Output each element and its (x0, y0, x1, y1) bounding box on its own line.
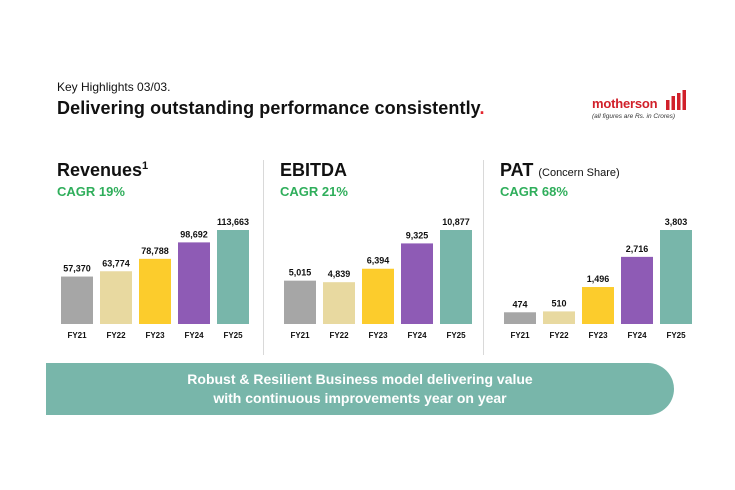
bar-fy24 (621, 256, 653, 324)
banner-line-1: Robust & Resilient Business model delive… (187, 371, 533, 387)
pat-cagr: CAGR 68% (500, 184, 568, 199)
panel-divider (263, 160, 264, 355)
x-tick-fy25: FY25 (666, 331, 686, 340)
pat-title-text: PAT (500, 160, 534, 180)
bar-fy25 (217, 230, 249, 324)
x-tick-fy22: FY22 (549, 331, 569, 340)
bar-fy25 (660, 230, 692, 324)
pat-panel: PAT (Concern Share) CAGR 68% 474 FY21 510 F… (500, 160, 710, 360)
x-tick-fy24: FY24 (627, 331, 647, 340)
revenues-title: Revenues1 (57, 160, 148, 181)
bar-fy24 (401, 243, 433, 324)
x-tick-fy23: FY23 (145, 331, 165, 340)
x-tick-fy24: FY24 (407, 331, 427, 340)
data-label-fy23: 1,496 (587, 274, 610, 284)
revenues-footnote-mark: 1 (142, 160, 149, 172)
data-label-fy25: 10,877 (442, 217, 470, 227)
pat-subtitle: (Concern Share) (538, 167, 620, 179)
data-label-fy22: 510 (551, 298, 566, 308)
bar-fy25 (440, 230, 472, 324)
data-label-fy22: 63,774 (102, 258, 130, 268)
ebitda-bar-chart: 5,015 FY21 4,839 FY22 6,394 FY23 9,325 FY24 10,8… (284, 217, 472, 340)
summary-banner: Robust & Resilient Business model delive… (46, 363, 674, 415)
pat-bar-chart: 474 FY21 510 FY22 1,496 FY23 2,716 FY24 3,803 FY2… (504, 217, 692, 340)
data-label-fy21: 5,015 (289, 268, 312, 278)
data-label-fy24: 9,325 (406, 230, 429, 240)
pat-title: PAT (Concern Share) (500, 160, 620, 181)
data-label-fy21: 57,370 (63, 264, 91, 274)
kicker-dot: . (167, 80, 171, 94)
x-tick-fy23: FY23 (588, 331, 608, 340)
ebitda-panel: EBITDA CAGR 21% 5,015 FY21 4,839 FY22 6,394 F… (280, 160, 490, 360)
bar-fy24 (178, 242, 210, 324)
data-label-fy23: 6,394 (367, 256, 390, 266)
bar-fy21 (504, 312, 536, 324)
slide-kicker: Key Highlights 03/03. (57, 80, 170, 94)
data-label-fy25: 3,803 (665, 217, 688, 227)
banner-line-2: with continuous improvements year on yea… (213, 390, 507, 406)
logo-bars-icon (666, 90, 686, 110)
ebitda-title: EBITDA (280, 160, 347, 180)
currency-note: (all figures are Rs. in Crores) (592, 113, 676, 120)
x-tick-fy21: FY21 (290, 331, 310, 340)
bar-fy22 (100, 271, 132, 324)
x-tick-fy21: FY21 (67, 331, 87, 340)
revenues-cagr: CAGR 19% (57, 184, 125, 199)
data-label-fy22: 4,839 (328, 269, 351, 279)
x-tick-fy25: FY25 (223, 331, 243, 340)
revenues-panel: Revenues1 CAGR 19% 57,370 FY21 63,774 FY22 7… (57, 160, 267, 360)
bar-fy22 (543, 311, 575, 324)
bar-fy23 (139, 258, 171, 324)
bar-fy21 (61, 276, 93, 324)
data-label-fy25: 113,663 (217, 217, 249, 227)
bar-fy21 (284, 280, 316, 324)
logo-wordmark: motherson (592, 96, 658, 111)
data-label-fy21: 474 (512, 299, 527, 309)
x-tick-fy23: FY23 (368, 331, 388, 340)
data-label-fy23: 78,788 (141, 246, 169, 256)
bar-fy23 (582, 287, 614, 324)
headline-text: Delivering outstanding performance consi… (57, 98, 480, 118)
revenues-title-text: Revenues (57, 160, 143, 180)
motherson-logo: motherson (all figures are Rs. in Crores… (592, 90, 692, 126)
x-tick-fy25: FY25 (446, 331, 466, 340)
x-tick-fy24: FY24 (184, 331, 204, 340)
x-tick-fy22: FY22 (106, 331, 126, 340)
revenues-bar-chart: 57,370 FY21 63,774 FY22 78,788 FY23 98,692 FY24… (61, 217, 249, 340)
panel-divider (483, 160, 484, 355)
data-label-fy24: 98,692 (180, 229, 208, 239)
bar-fy23 (362, 268, 394, 324)
x-tick-fy21: FY21 (510, 331, 530, 340)
slide-headline: Delivering outstanding performance consi… (57, 98, 485, 119)
headline-dot: . (479, 98, 485, 118)
ebitda-cagr: CAGR 21% (280, 184, 348, 199)
bar-fy22 (323, 282, 355, 324)
x-tick-fy22: FY22 (329, 331, 349, 340)
kicker-text: Key Highlights 03/03 (57, 80, 168, 94)
data-label-fy24: 2,716 (626, 244, 649, 254)
